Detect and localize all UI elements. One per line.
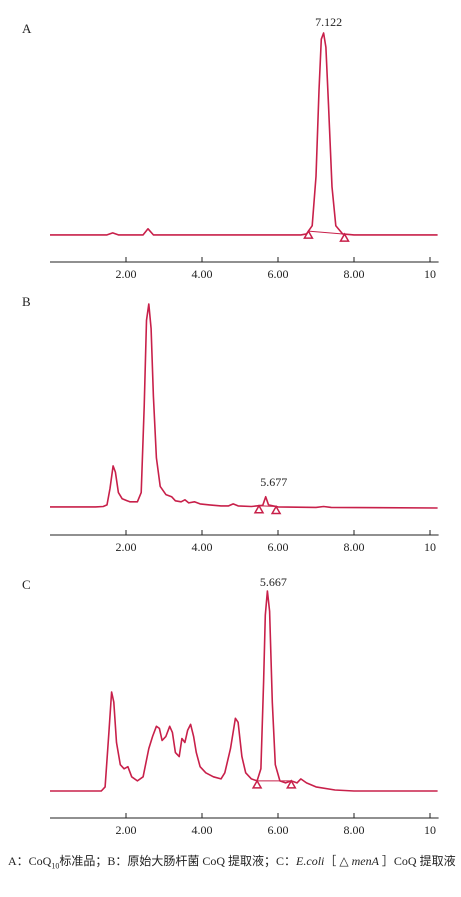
caption-text: ［ △ [324, 854, 352, 868]
caption-text: E.coli [296, 854, 325, 868]
integration-baseline [258, 505, 277, 508]
x-tick-label: 8.00 [344, 267, 365, 281]
peak-retention-label: 5.677 [260, 475, 287, 489]
panel-label: B [22, 294, 31, 309]
x-tick-label: 10 [424, 540, 436, 554]
caption-text: ］CoQ 提取液 [378, 854, 456, 868]
integration-marker [303, 229, 314, 239]
peak-retention-label: 5.667 [260, 575, 287, 589]
x-tick-label: 6.00 [268, 823, 289, 837]
caption-text: 标准品；B：原始大肠杆菌 CoQ 提取液；C： [59, 854, 297, 868]
x-tick-label: 2.00 [116, 540, 137, 554]
x-tick-label: 2.00 [116, 823, 137, 837]
x-tick-label: 4.00 [192, 540, 213, 554]
chromatogram-trace [50, 590, 438, 792]
caption-subscript: 10 [51, 861, 60, 871]
chromatogram-trace [50, 32, 438, 236]
x-tick-label: 2.00 [116, 267, 137, 281]
integration-marker [253, 504, 265, 514]
x-tick-label: 8.00 [344, 823, 365, 837]
peak-retention-label: 7.122 [315, 15, 342, 29]
chromatogram-trace [50, 303, 438, 509]
integration-marker [270, 505, 282, 515]
integration-marker [251, 779, 263, 789]
chromatogram-panel-a: A 2.00 4.00 6.00 8.00 10 7.122 [22, 15, 439, 281]
integration-marker [339, 232, 350, 242]
chromatogram-panel-c: C 2.00 4.00 6.00 8.00 10 5.667 [22, 575, 439, 837]
x-tick-label: 6.00 [268, 540, 289, 554]
x-tick-label: 4.00 [192, 823, 213, 837]
panel-label: A [22, 21, 32, 36]
x-tick-label: 10 [424, 823, 436, 837]
chromatogram-panel-b: B 2.00 4.00 6.00 8.00 10 5.677 [22, 294, 439, 554]
integration-baseline [308, 230, 345, 235]
x-tick-label: 8.00 [344, 540, 365, 554]
integration-marker [286, 779, 297, 789]
caption-text: A：CoQ [8, 854, 52, 868]
panel-label: C [22, 577, 31, 592]
caption-text: menA [351, 854, 379, 868]
x-tick-label: 4.00 [192, 267, 213, 281]
figure-caption: A：CoQ10标准品；B：原始大肠杆菌 CoQ 提取液；C：E.coli［ △ … [8, 852, 456, 875]
x-tick-label: 10 [424, 267, 436, 281]
x-tick-label: 6.00 [268, 267, 289, 281]
